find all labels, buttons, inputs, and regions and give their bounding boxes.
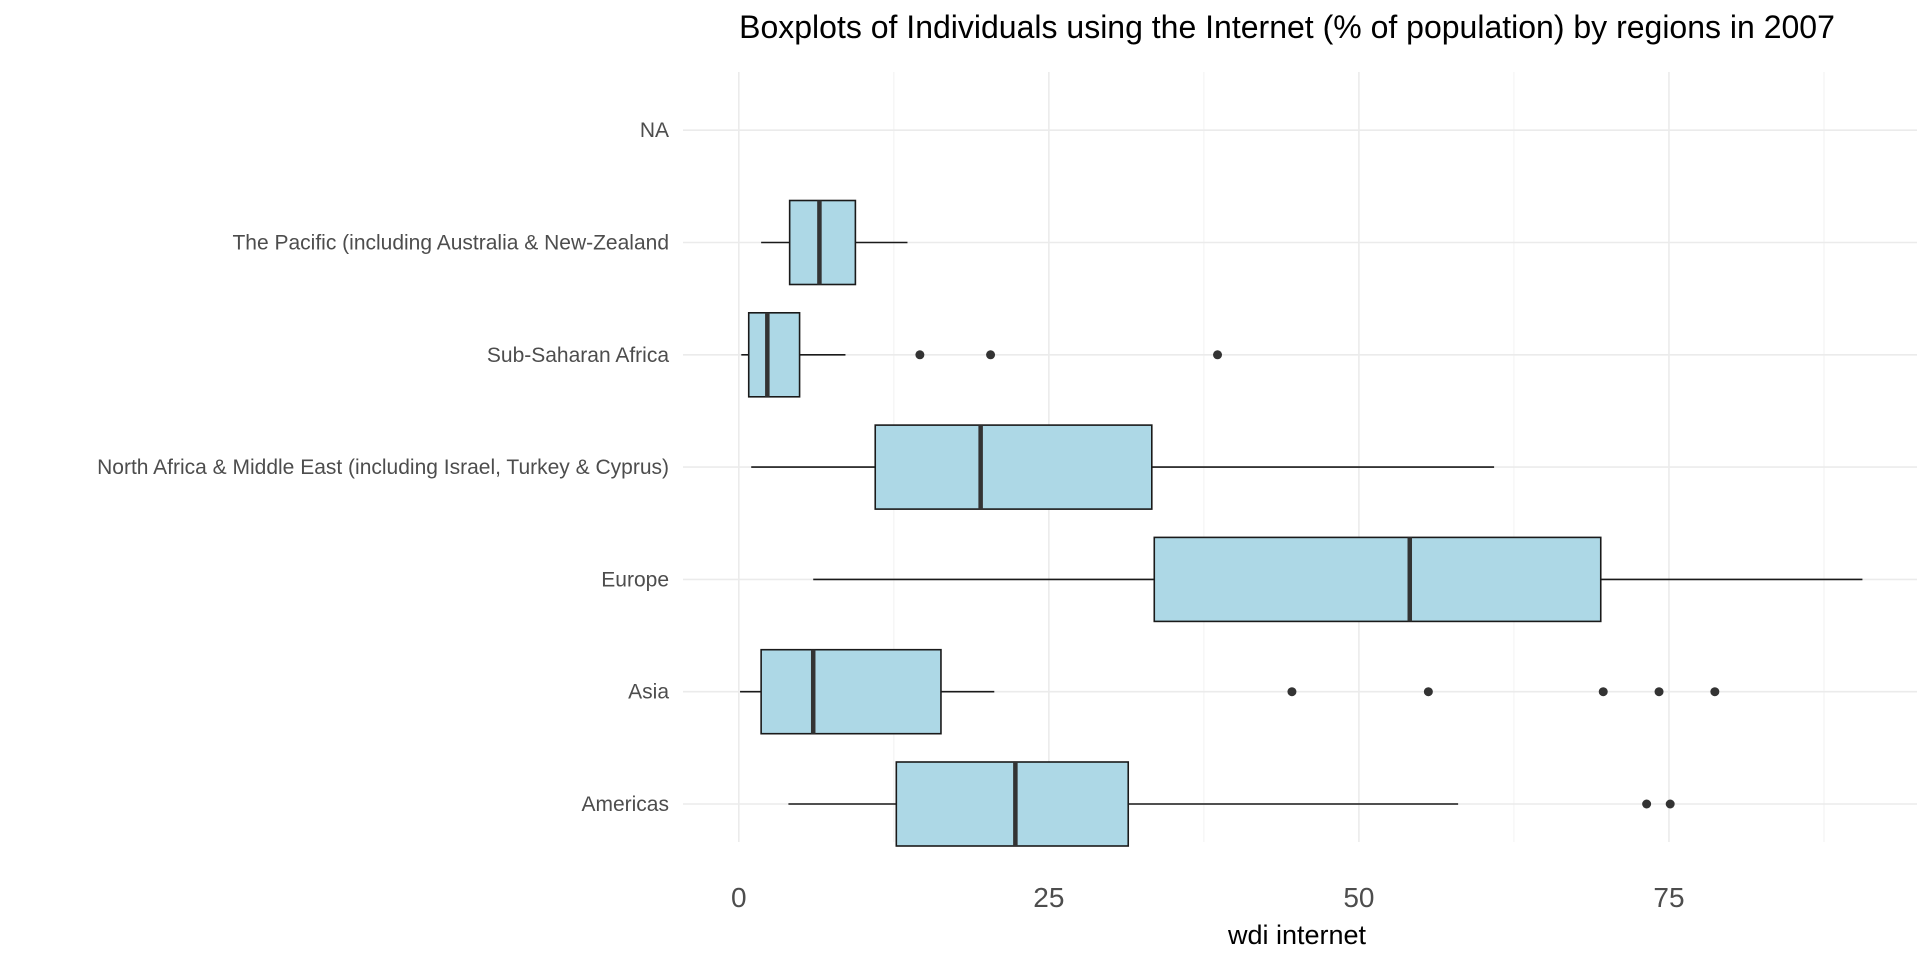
y-tick-label: Europe (601, 568, 669, 591)
box-group (751, 424, 1495, 510)
x-tick-label: 0 (731, 882, 747, 913)
y-tick-label: Sub-Saharan Africa (487, 344, 669, 367)
x-tick-label: 50 (1343, 882, 1374, 913)
box-group (813, 536, 1863, 623)
y-tick-label: North Africa & Middle East (including Is… (97, 456, 669, 479)
box-group (741, 311, 1223, 398)
y-tick-label: Asia (628, 681, 669, 704)
box-group (788, 761, 1675, 847)
box-iqr (760, 648, 942, 735)
box-iqr (1153, 536, 1602, 623)
box-group (761, 199, 908, 286)
chart-title: Boxplots of Individuals using the Intern… (739, 9, 1835, 45)
x-tick-label: 75 (1653, 882, 1684, 913)
box-iqr (895, 761, 1130, 847)
x-axis-tick-labels: 0 25 50 75 (731, 882, 1685, 913)
outlier-point (915, 350, 925, 360)
y-axis-tick-labels: Americas Asia Europe North Africa & Middle … (97, 119, 669, 816)
box-iqr (747, 311, 801, 398)
x-axis-label: wdi internet (1227, 920, 1367, 950)
outlier-point (1287, 687, 1297, 697)
y-tick-label: Americas (581, 793, 669, 816)
box-iqr (788, 199, 857, 286)
outlier-point (1710, 687, 1720, 697)
box-iqr (874, 424, 1153, 510)
boxplot-series (740, 199, 1863, 847)
outlier-point (1665, 799, 1675, 809)
x-tick-label: 25 (1033, 882, 1064, 913)
outlier-point (1213, 350, 1223, 360)
y-tick-label: NA (640, 119, 669, 142)
y-tick-label: The Pacific (including Australia & New-Z… (232, 232, 669, 255)
outlier-point (986, 350, 996, 360)
outlier-point (1423, 687, 1433, 697)
outlier-point (1642, 799, 1652, 809)
outlier-point (1654, 687, 1664, 697)
outlier-point (1598, 687, 1608, 697)
box-group (740, 648, 1720, 735)
